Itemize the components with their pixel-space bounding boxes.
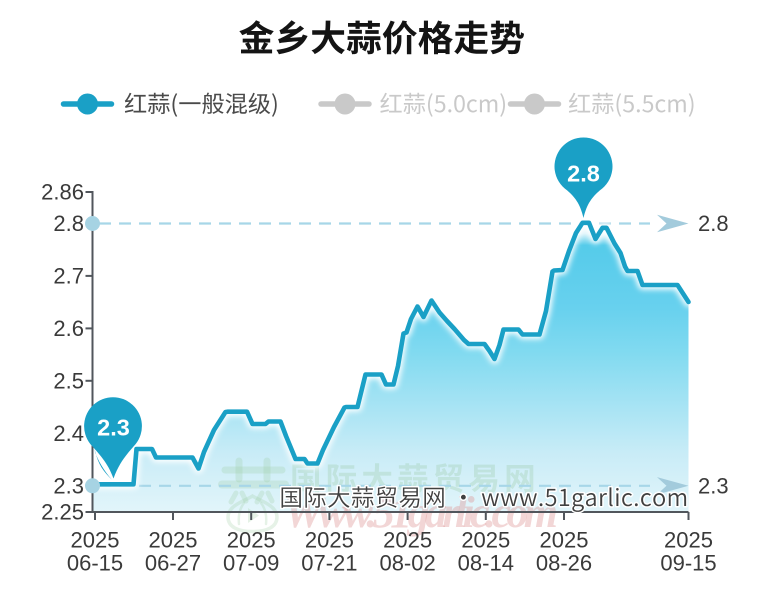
svg-text:2.25: 2.25 <box>41 500 84 525</box>
svg-text:07-21: 07-21 <box>301 550 357 575</box>
svg-text:2025: 2025 <box>149 528 198 553</box>
svg-text:2.7: 2.7 <box>53 263 84 288</box>
svg-text:06-27: 06-27 <box>145 550 201 575</box>
svg-text:2025: 2025 <box>305 528 354 553</box>
svg-text:2025: 2025 <box>461 528 510 553</box>
svg-text:2025: 2025 <box>71 528 120 553</box>
svg-text:07-09: 07-09 <box>223 550 279 575</box>
svg-text:2.8: 2.8 <box>53 211 84 236</box>
svg-text:2.6: 2.6 <box>53 316 84 341</box>
svg-text:2.4: 2.4 <box>53 421 84 446</box>
svg-text:2.3: 2.3 <box>53 473 84 498</box>
svg-text:08-14: 08-14 <box>458 550 514 575</box>
svg-text:2.8: 2.8 <box>567 161 600 187</box>
svg-text:2.86: 2.86 <box>41 180 84 205</box>
svg-text:2.3: 2.3 <box>698 473 729 498</box>
svg-text:09-15: 09-15 <box>660 550 716 575</box>
svg-text:2.3: 2.3 <box>97 415 130 441</box>
svg-text:2025: 2025 <box>664 528 713 553</box>
svg-text:08-26: 08-26 <box>536 550 592 575</box>
svg-text:06-15: 06-15 <box>67 550 123 575</box>
svg-text:2.8: 2.8 <box>698 211 729 236</box>
svg-text:08-02: 08-02 <box>379 550 435 575</box>
svg-text:2025: 2025 <box>227 528 276 553</box>
svg-text:2025: 2025 <box>383 528 432 553</box>
svg-text:2.5: 2.5 <box>53 368 84 393</box>
svg-text:2025: 2025 <box>540 528 589 553</box>
